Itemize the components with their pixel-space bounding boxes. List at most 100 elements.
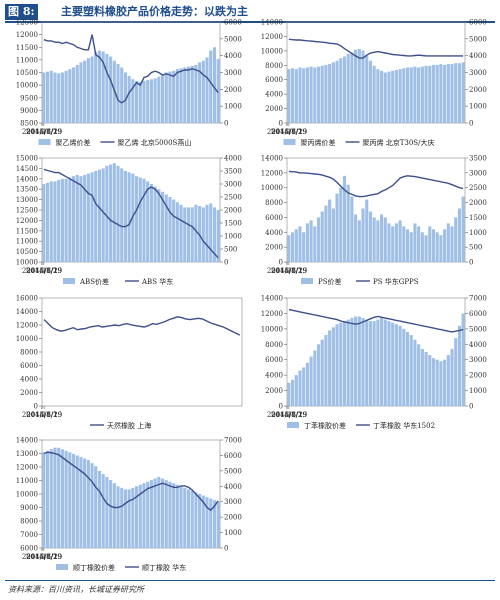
bar-mark <box>149 184 153 262</box>
bar-mark <box>339 58 343 123</box>
bar-mark <box>138 81 142 123</box>
right-axis-tick-label: 4000 <box>224 52 242 60</box>
bar-mark <box>331 62 335 123</box>
left-axis-tick-label: 4000 <box>265 229 283 237</box>
x-axis-tick-label: 2015/3/1 <box>26 553 57 561</box>
right-axis-tick-label: 0 <box>224 259 228 267</box>
bar-mark <box>409 67 413 123</box>
bar-mark <box>175 69 179 123</box>
left-axis-tick-label: 11500 <box>16 44 38 52</box>
bar-mark <box>391 322 395 406</box>
left-axis-tick-label: 14000 <box>261 295 283 303</box>
right-axis-tick-label: 1000 <box>224 233 242 241</box>
bar-mark <box>123 171 127 262</box>
bar-mark <box>198 494 202 548</box>
bar-mark <box>454 338 458 406</box>
bar-mark <box>457 63 461 123</box>
bar-mark <box>64 450 68 548</box>
bar-mark <box>157 189 161 262</box>
left-axis-tick-label: 12000 <box>261 310 283 318</box>
right-axis-tick-label: 4000 <box>469 341 487 349</box>
left-axis-tick-label: 14000 <box>261 155 283 163</box>
bar-mark <box>402 226 406 262</box>
bar-mark <box>116 64 120 123</box>
x-axis-tick-label: 2014/8/29 <box>26 267 62 275</box>
bar-mark <box>365 55 369 123</box>
bar-mark <box>372 321 376 406</box>
x-axis-tick-label: 2015/6/1 <box>26 553 57 561</box>
left-axis-tick-label: 8000 <box>265 341 283 349</box>
chart-polyethylene: 8500900095001000010500110001150012000125… <box>16 19 242 148</box>
bar-mark <box>461 313 465 406</box>
bar-mark <box>179 486 183 548</box>
left-axis-tick-label: 13000 <box>16 196 38 204</box>
bar-mark <box>354 316 358 406</box>
bar-mark <box>97 169 102 262</box>
legend-swatch-bar <box>56 564 68 570</box>
bar-mark <box>298 67 302 123</box>
bar-mark <box>435 359 439 406</box>
bar-mark <box>387 223 391 262</box>
bar-mark <box>302 232 306 262</box>
left-axis-tick-label: 10000 <box>261 47 283 55</box>
left-axis-tick-label: 4000 <box>20 376 38 384</box>
bar-mark <box>183 67 187 123</box>
bar-mark <box>146 80 150 123</box>
right-axis-tick-label: 1500 <box>224 220 242 228</box>
bar-mark <box>157 477 161 548</box>
bar-mark <box>402 328 406 406</box>
bar-mark <box>376 69 380 123</box>
right-axis-tick-label: 5000 <box>469 35 487 43</box>
bar-mark <box>109 480 113 548</box>
bar-mark <box>97 470 102 548</box>
right-axis-tick-label: 3000 <box>469 169 487 177</box>
bar-mark <box>439 361 443 406</box>
bar-mark <box>335 60 339 123</box>
right-axis-tick-label: 2000 <box>224 86 242 94</box>
bar-mark <box>331 208 335 262</box>
bar-mark <box>116 165 120 262</box>
bar-mark <box>168 71 172 123</box>
x-axis-tick-label: 2014/11/29 <box>267 267 307 275</box>
bar-mark <box>127 489 131 548</box>
bar-mark <box>439 235 443 262</box>
left-axis-tick-label: 10000 <box>16 491 38 499</box>
bar-mark <box>328 199 332 262</box>
bar-mark <box>450 348 454 406</box>
left-axis-tick-label: 12000 <box>16 31 38 39</box>
right-axis-tick-label: 6000 <box>469 310 487 318</box>
bar-mark <box>46 450 50 548</box>
bar-mark <box>313 67 317 123</box>
right-axis-tick-label: 5000 <box>469 325 487 333</box>
bar-mark <box>64 70 68 123</box>
bar-mark <box>461 196 465 262</box>
right-axis-tick-label: 1000 <box>469 103 487 111</box>
bar-mark <box>53 181 57 262</box>
bar-mark <box>79 176 83 262</box>
bar-mark <box>309 356 313 406</box>
bar-mark <box>443 359 447 406</box>
bar-mark <box>424 352 428 406</box>
bar-mark <box>123 489 127 548</box>
left-axis-tick-label: 13500 <box>16 186 38 194</box>
bar-mark <box>109 56 113 124</box>
bar-mark <box>291 68 295 123</box>
legend-label: 天然橡胶 上海 <box>107 421 151 430</box>
bar-mark <box>361 208 365 262</box>
left-axis-tick-label: 6000 <box>20 545 38 553</box>
x-axis-tick-label: 2015/6/1 <box>271 267 302 275</box>
bar-mark <box>190 490 194 548</box>
left-axis-tick-label: 4000 <box>265 91 283 99</box>
bar-mark <box>49 70 53 123</box>
bar-mark <box>179 204 183 262</box>
left-axis-tick-label: 14000 <box>16 175 38 183</box>
legend-swatch-bar <box>38 139 51 145</box>
chart-br-rubber: 6000700080009000100001100012000130001400… <box>16 437 242 573</box>
bar-mark <box>53 72 57 123</box>
bar-mark <box>420 66 424 123</box>
x-axis-tick-label: 2014/11/29 <box>267 128 307 136</box>
bar-mark <box>146 481 150 548</box>
bar-mark <box>164 72 168 123</box>
bar-mark <box>398 325 402 406</box>
legend-swatch-bar <box>283 139 296 145</box>
